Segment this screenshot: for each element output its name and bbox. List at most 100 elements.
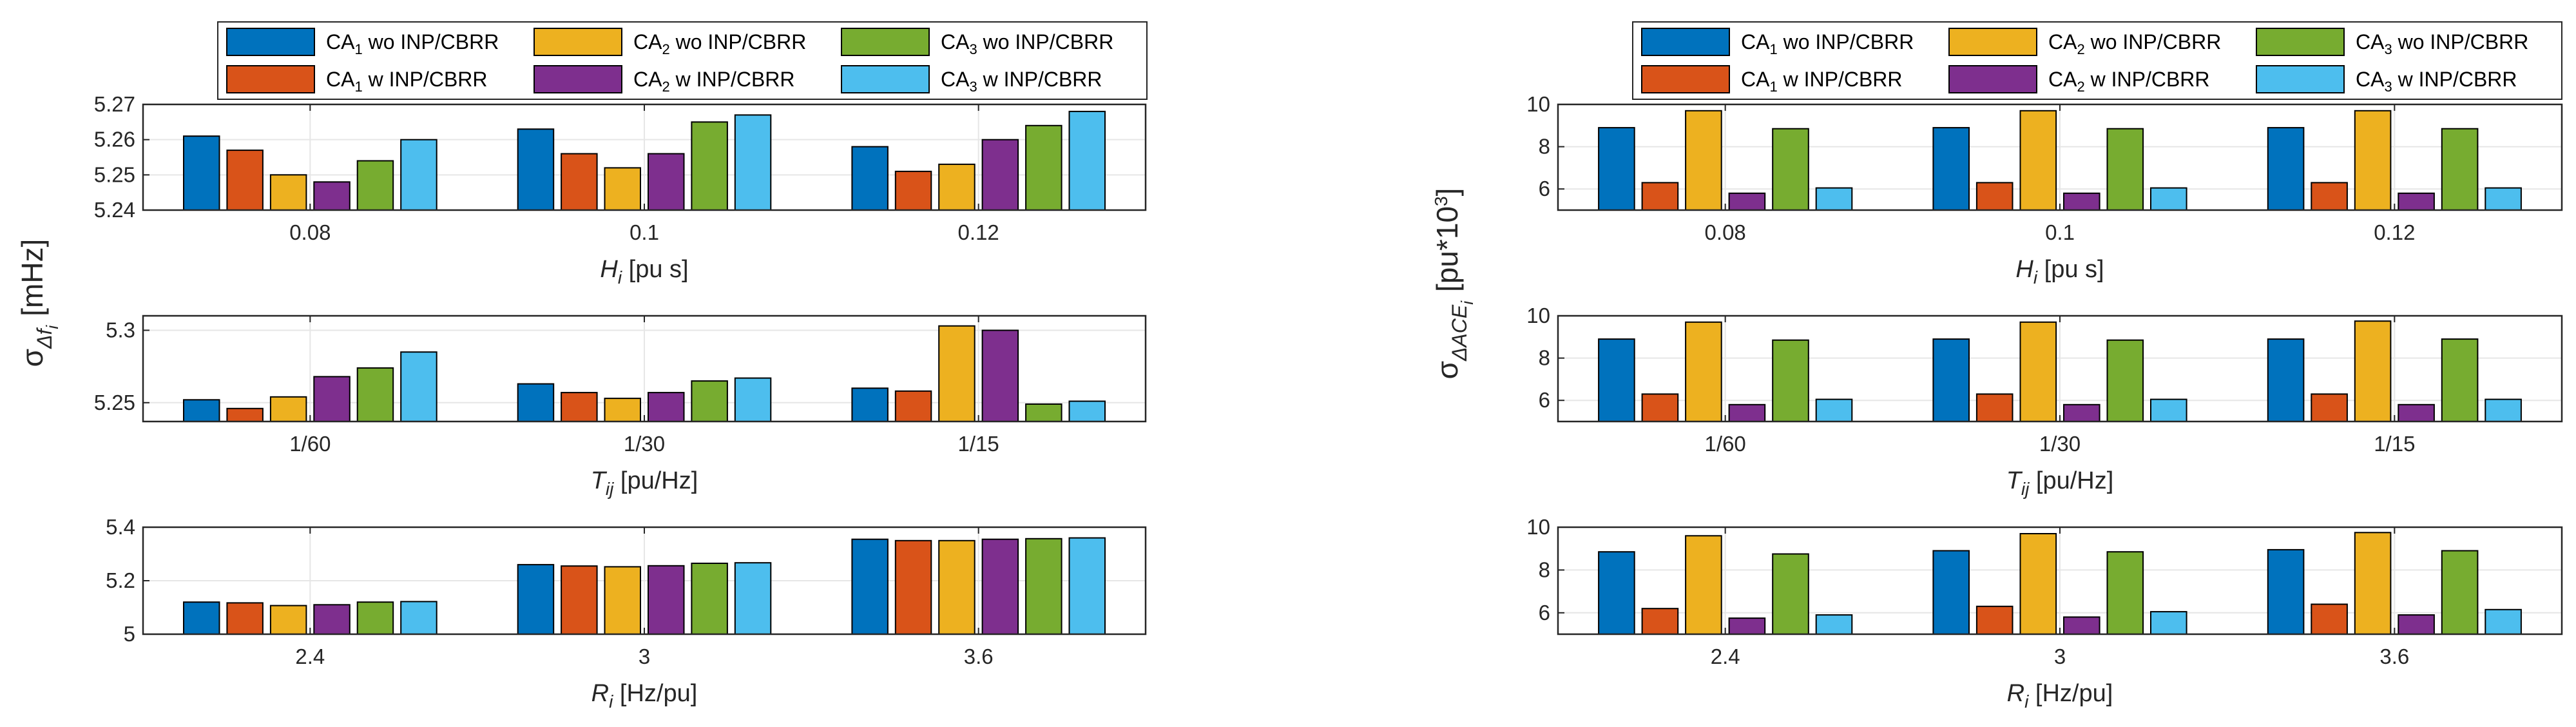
bar-ca3_w-2 xyxy=(1068,400,1106,422)
right-legend-entry-ca1-w: CA1 w INP/CBRR xyxy=(1641,65,1903,95)
legend-label-base: CA xyxy=(1741,30,1770,53)
left-legend-entry-ca3-w: CA3 w INP/CBRR xyxy=(841,65,1102,95)
legend-label-base: CA xyxy=(2356,30,2385,53)
bar-ca3_w-2 xyxy=(1068,537,1106,635)
x-label-subscript: i xyxy=(2024,692,2029,712)
right-legend-entry-ca1-wo: CA1 wo INP/CBRR xyxy=(1641,28,1914,57)
left-legend-entry-ca1-w: CA1 w INP/CBRR xyxy=(226,65,488,95)
bar-ca3_wo-2 xyxy=(2441,128,2479,211)
bar-ca2_w-2 xyxy=(2398,403,2435,422)
x-tick-label: 3.6 xyxy=(964,645,994,668)
x-axis-label: Ri [Hz/pu] xyxy=(591,680,698,712)
svg-text:CA3 w INP/CBRR: CA3 w INP/CBRR xyxy=(941,68,1102,95)
y-tick-label: 10 xyxy=(1526,304,1550,327)
x-axis-label: Ri [Hz/pu] xyxy=(2007,680,2113,712)
x-tick-label: 1/15 xyxy=(2374,432,2415,456)
x-tick-label: 3.6 xyxy=(2379,645,2409,668)
bar-ca3_wo-1 xyxy=(691,380,728,422)
y-tick-label: 5.24 xyxy=(94,198,135,222)
x-label-subscript: i xyxy=(2033,267,2038,287)
y-tick-label: 6 xyxy=(1539,177,1550,200)
bar-ca3_wo-2 xyxy=(1025,124,1062,211)
bar-ca2_wo-2 xyxy=(938,163,976,211)
legend-label-base: CA xyxy=(2048,68,2077,91)
bar-ca3_wo-0 xyxy=(356,160,394,211)
legend-label-sub: 1 xyxy=(1769,41,1777,57)
x-tick-label: 1/30 xyxy=(2039,432,2081,456)
bar-ca3_w-0 xyxy=(400,351,437,423)
bar-ca2_wo-1 xyxy=(604,167,641,211)
legend-label-rest: w INP/CBRR xyxy=(2392,68,2517,91)
bar-ca2_wo-1 xyxy=(2019,533,2057,635)
y-tick-label: 5.26 xyxy=(94,128,135,151)
x-axis-label: Tij [pu/Hz] xyxy=(2006,467,2114,499)
legend-swatch xyxy=(841,28,930,56)
bar-ca1_w-2 xyxy=(894,539,932,635)
bar-ca2_w-2 xyxy=(981,139,1019,211)
legend-swatch xyxy=(1641,65,1730,93)
svg-text:CA3 wo INP/CBRR: CA3 wo INP/CBRR xyxy=(2356,30,2528,57)
panel-right-droop: 6 8 10 2.4 3 3.6 Ri [Hz/pu] xyxy=(1526,515,2563,712)
x-axis-label: Hi [pu s] xyxy=(600,256,688,287)
bar-ca1_w-2 xyxy=(2311,393,2348,423)
bar-ca1_wo-2 xyxy=(2267,548,2305,635)
x-tick-label: 0.12 xyxy=(958,220,999,244)
x-tick-label: 0.1 xyxy=(2045,220,2075,244)
bar-ca1_w-0 xyxy=(1641,182,1679,211)
bar-ca1_w-1 xyxy=(561,565,598,635)
panel-left-droop: 5 5.2 5.4 2.4 3 3.6 Ri [Hz/pu] xyxy=(106,515,1147,712)
legend-label-sub: 3 xyxy=(969,41,977,57)
bar-ca1_wo-0 xyxy=(1598,338,1635,422)
legend-label-base: CA xyxy=(1741,68,1770,91)
bar-ca2_w-2 xyxy=(2398,614,2435,635)
bar-ca3_wo-2 xyxy=(2441,338,2479,422)
x-tick-label: 1/30 xyxy=(624,432,665,456)
bar-ca3_w-0 xyxy=(400,139,437,211)
bar-ca1_wo-0 xyxy=(1598,127,1635,211)
legend-label-rest: w INP/CBRR xyxy=(670,68,795,91)
left-ylabel-sigma: σ xyxy=(15,349,49,367)
bar-ca3_w-1 xyxy=(2150,611,2187,635)
x-label-symbol: H xyxy=(2015,256,2033,283)
bar-ca3_wo-1 xyxy=(2106,551,2144,635)
bar-ca2_wo-2 xyxy=(2354,110,2392,211)
legend-label-base: CA xyxy=(941,68,970,91)
right-ylabel-sigma: σ xyxy=(1430,361,1464,379)
bar-ca2_w-1 xyxy=(648,392,685,422)
legend-label-sub: 1 xyxy=(1769,79,1777,95)
x-tick-label: 0.08 xyxy=(1705,220,1746,244)
legend-swatch xyxy=(226,28,315,56)
bar-ca2_wo-2 xyxy=(2354,320,2392,423)
bar-ca3_w-0 xyxy=(1815,398,1853,422)
x-label-symbol: R xyxy=(2007,680,2024,707)
legend-label-sub: 2 xyxy=(2077,79,2084,95)
bar-ca2_wo-1 xyxy=(2019,110,2057,211)
left-legend-entry-ca1-wo: CA1 wo INP/CBRR xyxy=(226,28,499,57)
y-tick-label: 6 xyxy=(1539,601,1550,625)
legend-label-base: CA xyxy=(2048,30,2077,53)
bar-ca3_wo-0 xyxy=(356,601,394,635)
bar-ca2_wo-1 xyxy=(604,566,641,635)
bar-ca2_w-0 xyxy=(1728,617,1766,635)
legend-swatch xyxy=(533,28,622,56)
x-tick-label: 2.4 xyxy=(1711,645,1740,668)
left-legend: CA1 wo INP/CBRR CA2 wo INP/CBRR CA3 wo I… xyxy=(217,21,1148,100)
right-legend-entry-ca3-wo: CA3 wo INP/CBRR xyxy=(2256,28,2528,57)
y-tick-label: 5.27 xyxy=(94,92,135,116)
right-y-axis-label: σΔACEi [pu*103] xyxy=(1430,188,1477,380)
bar-ca3_wo-0 xyxy=(356,367,394,423)
bar-ca1_w-2 xyxy=(2311,182,2348,211)
bar-ca3_wo-0 xyxy=(1772,128,1809,211)
bar-ca1_w-0 xyxy=(1641,608,1679,635)
right-legend: CA1 wo INP/CBRR CA2 wo INP/CBRR CA3 wo I… xyxy=(1632,21,2562,100)
bar-ca2_w-0 xyxy=(1728,192,1766,211)
bar-ca1_wo-2 xyxy=(851,538,889,635)
y-tick-label: 5.2 xyxy=(106,568,135,592)
right-ylabel-sub1: ΔACE xyxy=(1448,304,1471,362)
bar-ca1_wo-1 xyxy=(1932,550,1970,635)
y-tick-label: 8 xyxy=(1539,557,1550,581)
y-tick-label: 5.3 xyxy=(106,318,135,342)
legend-label-sub: 3 xyxy=(2384,79,2392,95)
legend-swatch xyxy=(1641,28,1730,56)
x-label-unit: [pu/Hz] xyxy=(613,467,698,494)
